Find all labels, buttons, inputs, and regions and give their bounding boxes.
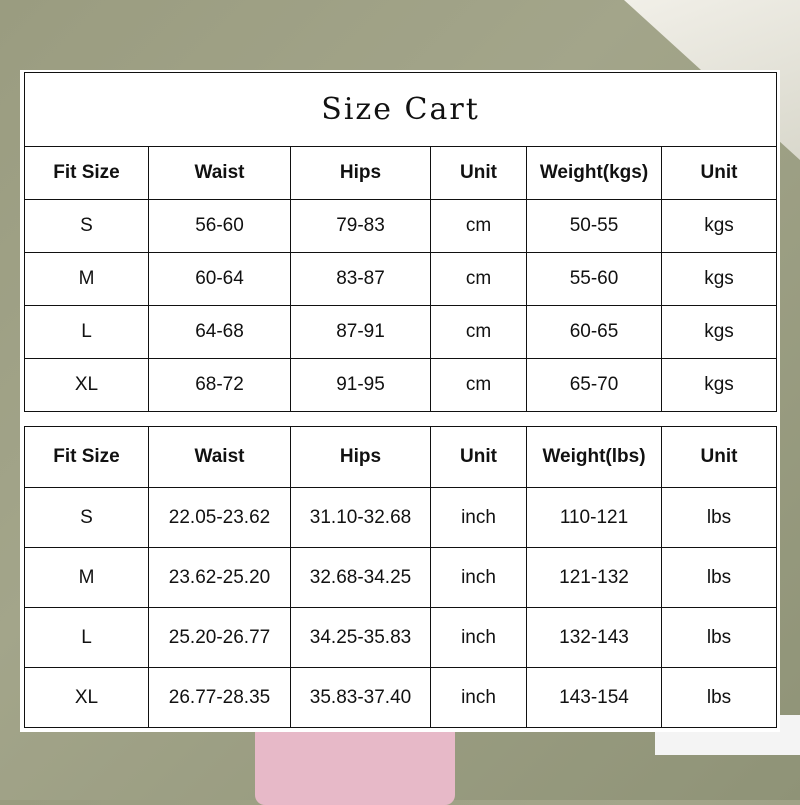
- table-cell: kgs: [660, 358, 778, 412]
- table-cell: 34.25-35.83: [290, 607, 431, 668]
- table-cell: 110-121: [526, 487, 662, 548]
- table-cell: kgs: [660, 199, 778, 253]
- table-row: S 56-60 79-83 cm 50-55 kgs: [24, 199, 778, 253]
- column-header: Weight(kgs): [526, 146, 662, 200]
- table-cell: 26.77-28.35: [148, 667, 291, 728]
- size-chart-panel: Size Cart Fit Size Waist Hips Unit Weight(kg…: [20, 70, 780, 732]
- table-cell: 56-60: [148, 199, 291, 253]
- table-cell: cm: [430, 252, 527, 306]
- table-row: S 22.05-23.62 31.10-32.68 inch 110-121 lbs: [24, 487, 777, 548]
- table-cell: 25.20-26.77: [148, 607, 291, 668]
- column-header: Weight(lbs): [526, 426, 662, 488]
- table-cell: cm: [430, 305, 527, 359]
- table-cell: 91-95: [290, 358, 431, 412]
- table-row: M 23.62-25.20 32.68-34.25 inch 121-132 lbs: [24, 547, 777, 608]
- table-cell: XL: [24, 667, 149, 728]
- table-cell: lbs: [661, 487, 777, 548]
- table-cell: 121-132: [526, 547, 662, 608]
- table-cell: S: [24, 487, 149, 548]
- table-cell: lbs: [661, 607, 777, 668]
- table-cell: inch: [430, 547, 527, 608]
- column-header: Fit Size: [24, 426, 149, 488]
- table-cell: inch: [430, 607, 527, 668]
- column-header: Unit: [430, 426, 527, 488]
- table-cell: L: [24, 607, 149, 668]
- table-row: XL 26.77-28.35 35.83-37.40 inch 143-154 lbs: [24, 667, 777, 728]
- table-cell: 87-91: [290, 305, 431, 359]
- column-header: Hips: [290, 426, 431, 488]
- table-cell: cm: [430, 358, 527, 412]
- table-row: L 64-68 87-91 cm 60-65 kgs: [24, 305, 778, 359]
- header-row: Fit Size Waist Hips Unit Weight(kgs) Unit: [24, 146, 778, 200]
- table-cell: lbs: [661, 667, 777, 728]
- size-table-inch: Fit Size Waist Hips Unit Weight(lbs) Unit S 22…: [24, 426, 777, 728]
- table-cell: 65-70: [526, 358, 662, 412]
- header-row: Fit Size Waist Hips Unit Weight(lbs) Unit: [24, 426, 777, 488]
- table-cell: 143-154: [526, 667, 662, 728]
- column-header: Unit: [430, 146, 527, 200]
- table-cell: 79-83: [290, 199, 431, 253]
- table-cell: cm: [430, 199, 527, 253]
- table-row: M 60-64 83-87 cm 55-60 kgs: [24, 252, 778, 306]
- table-row: XL 68-72 91-95 cm 65-70 kgs: [24, 358, 778, 412]
- table-cell: 32.68-34.25: [290, 547, 431, 608]
- table-cell: kgs: [660, 252, 778, 306]
- column-header: Unit: [661, 426, 777, 488]
- table-cell: inch: [430, 667, 527, 728]
- table-cell: 60-64: [148, 252, 291, 306]
- table-cell: 23.62-25.20: [148, 547, 291, 608]
- table-cell: XL: [24, 358, 149, 412]
- table-cell: 83-87: [290, 252, 431, 306]
- table-cell: 55-60: [526, 252, 662, 306]
- size-table-cm: Size Cart Fit Size Waist Hips Unit Weight(kg…: [23, 72, 778, 412]
- table-cell: L: [24, 305, 149, 359]
- column-header: Hips: [290, 146, 431, 200]
- column-header: Waist: [148, 426, 291, 488]
- table-cell: 60-65: [526, 305, 662, 359]
- table-cell: 132-143: [526, 607, 662, 668]
- column-header: Unit: [660, 146, 778, 200]
- table-cell: 35.83-37.40: [290, 667, 431, 728]
- table-cell: M: [24, 252, 149, 306]
- table-cell: M: [24, 547, 149, 608]
- chart-title: Size Cart: [23, 72, 778, 147]
- table-cell: lbs: [661, 547, 777, 608]
- table-row: L 25.20-26.77 34.25-35.83 inch 132-143 lbs: [24, 607, 777, 668]
- table-cell: 64-68: [148, 305, 291, 359]
- column-header: Waist: [148, 146, 291, 200]
- table-cell: kgs: [660, 305, 778, 359]
- column-header: Fit Size: [24, 146, 149, 200]
- table-cell: 31.10-32.68: [290, 487, 431, 548]
- table-cell: S: [24, 199, 149, 253]
- table-cell: 22.05-23.62: [148, 487, 291, 548]
- table-cell: 68-72: [148, 358, 291, 412]
- table-cell: inch: [430, 487, 527, 548]
- table-cell: 50-55: [526, 199, 662, 253]
